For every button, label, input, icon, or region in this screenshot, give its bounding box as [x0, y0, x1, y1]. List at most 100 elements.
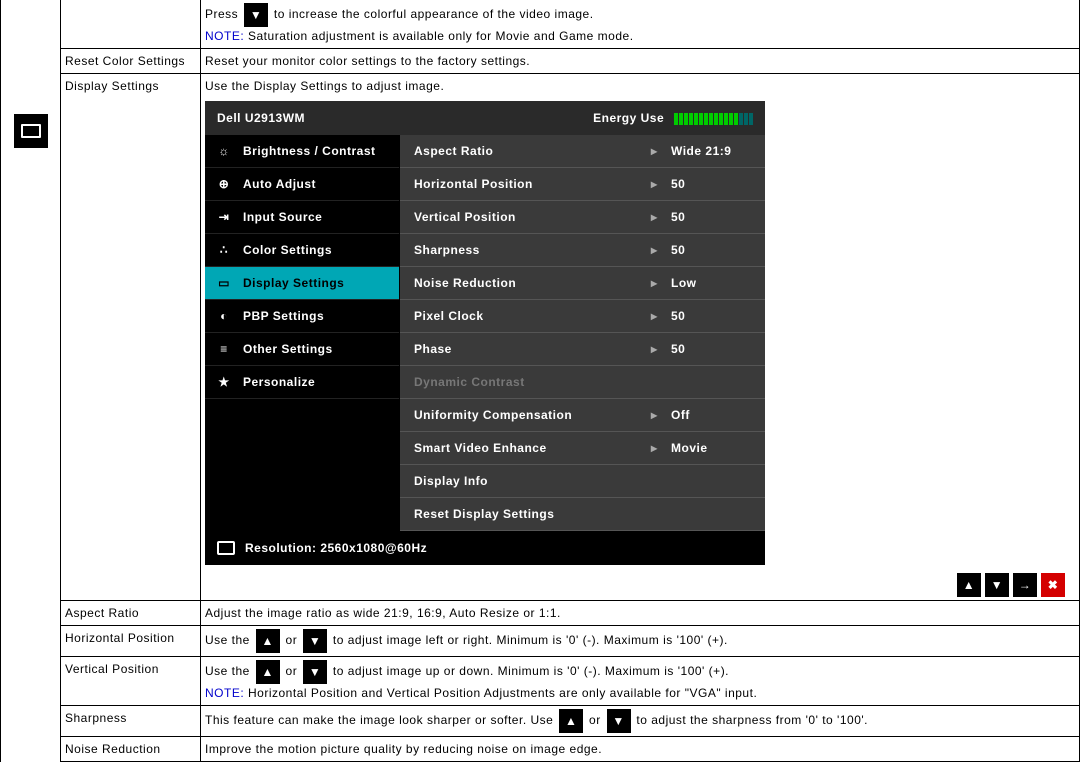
saturation-note: Saturation adjustment is available only … [244, 29, 633, 43]
osd-param-row[interactable]: Phase▸50 [400, 333, 765, 366]
menu-label: Other Settings [243, 340, 333, 358]
hpos-label: Horizontal Position [61, 626, 201, 657]
menu-icon: ⇥ [215, 208, 233, 226]
param-label: Noise Reduction [414, 274, 651, 292]
sharpness-label: Sharpness [61, 706, 201, 737]
osd-menu-item[interactable]: ≡ Other Settings [205, 333, 399, 366]
osd-param-row[interactable]: Pixel Clock▸50 [400, 300, 765, 333]
osd-params: Aspect Ratio▸Wide 21:9Horizontal Positio… [400, 135, 765, 531]
down-icon: ▼ [244, 3, 268, 27]
param-value: 50 [671, 208, 751, 226]
aspect-ratio-desc: Adjust the image ratio as wide 21:9, 16:… [201, 601, 1080, 626]
param-label: Dynamic Contrast [414, 373, 651, 391]
osd-param-row[interactable]: Reset Display Settings [400, 498, 765, 531]
vpos-label: Vertical Position [61, 657, 201, 706]
param-label: Aspect Ratio [414, 142, 651, 160]
down-icon: ▼ [303, 629, 327, 653]
osd-param-row[interactable]: Display Info [400, 465, 765, 498]
reset-color-desc: Reset your monitor color settings to the… [201, 49, 1080, 74]
param-label: Vertical Position [414, 208, 651, 226]
vpos-b: to adjust image up or down. Minimum is '… [333, 664, 729, 678]
osd-param-row: Dynamic Contrast [400, 366, 765, 399]
osd-resolution: Resolution: 2560x1080@60Hz [245, 539, 427, 557]
chevron-right-icon: ▸ [651, 406, 671, 424]
osd-param-row[interactable]: Vertical Position▸50 [400, 201, 765, 234]
vpos-a: Use the [205, 664, 250, 678]
menu-icon: ⊕ [215, 175, 233, 193]
osd-menu-item[interactable]: ◐ PBP Settings [205, 300, 399, 333]
osd-menu-item[interactable]: ⇥ Input Source [205, 201, 399, 234]
chevron-right-icon: ▸ [651, 241, 671, 259]
menu-label: Brightness / Contrast [243, 142, 376, 160]
param-label: Reset Display Settings [414, 505, 651, 523]
osd-menu-item[interactable]: ☼ Brightness / Contrast [205, 135, 399, 168]
hpos-or: or [286, 633, 298, 647]
sharpness-a: This feature can make the image look sha… [205, 713, 553, 727]
noise-label: Noise Reduction [61, 737, 201, 762]
nav-right-button[interactable]: → [1013, 573, 1037, 597]
osd-param-row[interactable]: Uniformity Compensation▸Off [400, 399, 765, 432]
display-category-icon [14, 114, 48, 148]
doc-table: Press ▼ to increase the colorful appeara… [0, 0, 1080, 762]
down-icon: ▼ [303, 660, 327, 684]
param-label: Pixel Clock [414, 307, 651, 325]
osd-panel: Dell U2913WM Energy Use ☼Brightness / Co… [205, 101, 765, 565]
osd-menu-item[interactable]: ★ Personalize [205, 366, 399, 399]
param-value: 50 [671, 175, 751, 193]
vpos-note: Horizontal Position and Vertical Positio… [244, 686, 757, 700]
up-icon: ▲ [256, 660, 280, 684]
note-label: NOTE: [205, 29, 244, 43]
osd-menu-item[interactable]: ⊕ Auto Adjust [205, 168, 399, 201]
param-label: Sharpness [414, 241, 651, 259]
chevron-right-icon: ▸ [651, 208, 671, 226]
osd-param-row[interactable]: Smart Video Enhance▸Movie [400, 432, 765, 465]
param-value: 50 [671, 340, 751, 358]
menu-label: Personalize [243, 373, 315, 391]
osd-param-row[interactable]: Horizontal Position▸50 [400, 168, 765, 201]
resolution-icon [217, 541, 235, 555]
hpos-b: to adjust image left or right. Minimum i… [333, 633, 728, 647]
param-value: Off [671, 406, 751, 424]
menu-label: Color Settings [243, 241, 332, 259]
param-value: 50 [671, 241, 751, 259]
energy-bar [674, 113, 753, 125]
menu-icon: ≡ [215, 340, 233, 358]
nav-down-button[interactable]: ▼ [985, 573, 1009, 597]
param-label: Horizontal Position [414, 175, 651, 193]
param-label: Phase [414, 340, 651, 358]
chevron-right-icon: ▸ [651, 340, 671, 358]
menu-icon: ◐ [215, 307, 233, 325]
menu-label: Input Source [243, 208, 322, 226]
menu-label: Auto Adjust [243, 175, 316, 193]
osd-param-row[interactable]: Noise Reduction▸Low [400, 267, 765, 300]
noise-desc: Improve the motion picture quality by re… [201, 737, 1080, 762]
param-value: 50 [671, 307, 751, 325]
reset-color-label: Reset Color Settings [61, 49, 201, 74]
osd-param-row[interactable]: Aspect Ratio▸Wide 21:9 [400, 135, 765, 168]
chevron-right-icon: ▸ [651, 274, 671, 292]
osd-param-row[interactable]: Sharpness▸50 [400, 234, 765, 267]
osd-menu-item[interactable]: ∴ Color Settings [205, 234, 399, 267]
chevron-right-icon: ▸ [651, 175, 671, 193]
down-icon: ▼ [607, 709, 631, 733]
aspect-ratio-label: Aspect Ratio [61, 601, 201, 626]
osd-menu-item[interactable]: ▭Display Settings [205, 267, 399, 300]
osd-model: Dell U2913WM [217, 109, 305, 127]
sharpness-or: or [589, 713, 601, 727]
nav-up-button[interactable]: ▲ [957, 573, 981, 597]
menu-icon: ★ [215, 373, 233, 391]
menu-icon: ☼ [215, 142, 233, 160]
chevron-right-icon: ▸ [651, 142, 671, 160]
menu-icon: ∴ [215, 241, 233, 259]
menu-icon: ▭ [215, 274, 233, 292]
hpos-a: Use the [205, 633, 250, 647]
display-settings-desc: Use the Display Settings to adjust image… [205, 77, 1075, 95]
param-label: Display Info [414, 472, 651, 490]
up-icon: ▲ [559, 709, 583, 733]
sharpness-b: to adjust the sharpness from '0' to '100… [636, 713, 868, 727]
param-label: Uniformity Compensation [414, 406, 651, 424]
up-icon: ▲ [256, 629, 280, 653]
menu-label: PBP Settings [243, 307, 324, 325]
note-label: NOTE: [205, 686, 244, 700]
nav-close-button[interactable]: ✖ [1041, 573, 1065, 597]
